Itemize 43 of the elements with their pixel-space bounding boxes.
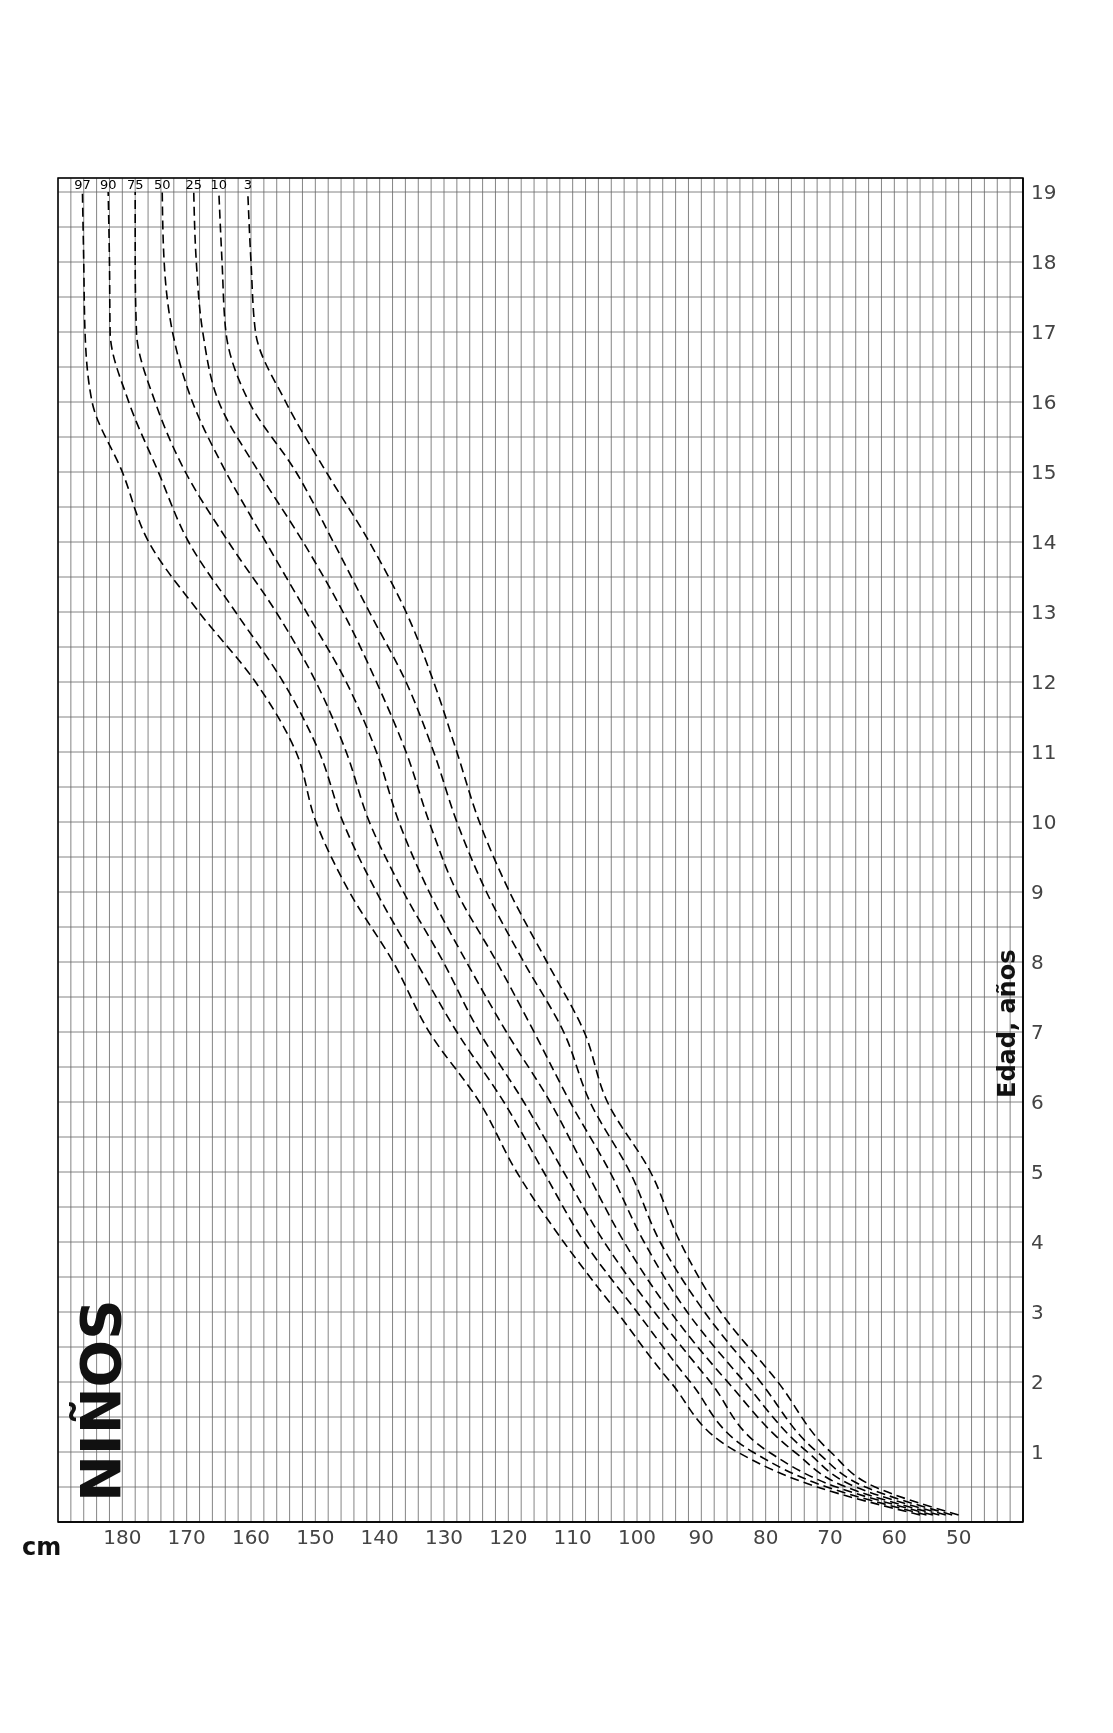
x-tick-label: 80 (752, 1525, 779, 1550)
x-tick-label: 110 (553, 1525, 592, 1550)
y-tick-label: 19 (1031, 180, 1057, 205)
y-tick-label: 7 (1031, 1020, 1044, 1045)
y-tick-label: 4 (1031, 1230, 1044, 1255)
x-tick-label: 170 (167, 1525, 206, 1550)
y-tick-label: 3 (1031, 1300, 1044, 1325)
x-tick-label: 160 (231, 1525, 271, 1550)
series-label: 50 (153, 177, 171, 192)
x-tick-label: 70 (817, 1525, 843, 1550)
x-tick-label: 150 (296, 1525, 335, 1550)
series-label: 75 (126, 177, 144, 192)
series-label: 97 (74, 177, 91, 192)
series-label: 25 (185, 177, 203, 192)
y-tick-label: 17 (1031, 320, 1057, 345)
y-tick-label: 13 (1031, 600, 1057, 625)
x-tick-label: 120 (489, 1525, 528, 1550)
y-tick-label: 15 (1031, 460, 1057, 485)
x-tick-label: 140 (360, 1525, 399, 1550)
y-tick-label: 9 (1031, 880, 1044, 905)
series-label: 90 (99, 177, 117, 192)
x-axis-title: cm (22, 1533, 62, 1561)
y-tick-label: 5 (1031, 1160, 1044, 1185)
x-tick-label: 180 (103, 1525, 142, 1550)
y-tick-label: 14 (1031, 530, 1057, 555)
y-tick-label: 18 (1031, 250, 1057, 275)
series-label: 3 (243, 177, 252, 192)
y-tick-label: 8 (1031, 950, 1044, 975)
y-tick-label: 1 (1031, 1440, 1044, 1465)
y-tick-label: 12 (1031, 670, 1057, 695)
y-axis-title: Edad, años (993, 949, 1021, 1098)
y-tick-label: 11 (1031, 740, 1057, 765)
series-label: 10 (210, 177, 228, 192)
x-tick-label: 50 (945, 1525, 972, 1550)
text: NIÑOS (68, 1299, 133, 1502)
x-tick-label: 90 (688, 1525, 715, 1550)
x-tick-label: 60 (881, 1525, 908, 1550)
y-tick-label: 2 (1031, 1370, 1044, 1395)
y-tick-label: 10 (1031, 810, 1057, 835)
x-tick-label: 100 (617, 1525, 657, 1550)
x-tick-label: 130 (424, 1525, 464, 1550)
y-tick-label: 6 (1031, 1090, 1044, 1115)
y-tick-label: 16 (1031, 390, 1057, 415)
